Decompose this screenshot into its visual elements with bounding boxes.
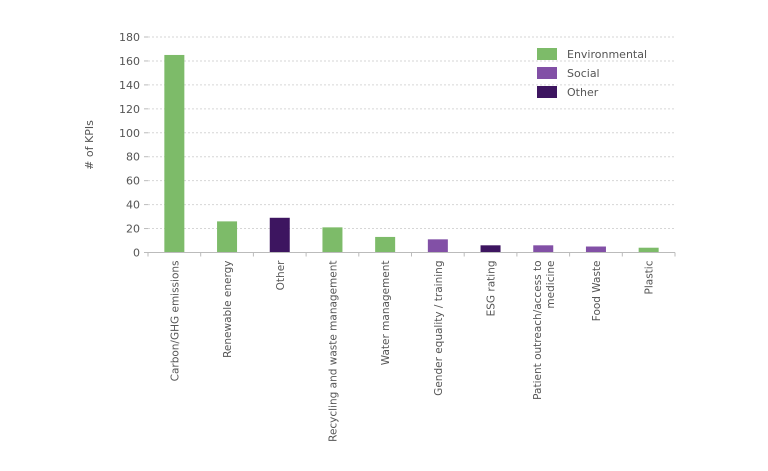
x-tick-label: Renewable energy — [222, 261, 234, 358]
y-tick-label: 60 — [126, 175, 140, 188]
x-tick-label: Patient outreach/access to — [532, 261, 544, 400]
legend-swatch-environmental — [537, 48, 557, 60]
y-tick-label: 0 — [133, 247, 140, 260]
x-tick-label: Other — [275, 260, 287, 290]
bar-recycling-and-waste-management — [322, 227, 343, 253]
legend-label-social: Social — [567, 67, 600, 80]
legend-swatch-social — [537, 67, 557, 79]
bar-food-waste — [585, 246, 606, 253]
y-tick-label: 140 — [119, 79, 140, 92]
x-tick-label: Carbon/GHG emissions — [169, 261, 181, 382]
bar-gender-equality-training — [427, 239, 448, 253]
y-tick-label: 40 — [126, 199, 140, 212]
bar-water-management — [375, 236, 396, 253]
y-tick-label: 120 — [119, 103, 140, 116]
y-axis-label: # of KPIs — [83, 120, 96, 170]
x-tick-label: Food Waste — [591, 261, 603, 322]
legend-label-other: Other — [567, 86, 599, 99]
bar-other — [269, 217, 290, 253]
y-tick-label: 160 — [119, 55, 140, 68]
y-tick-label: 180 — [119, 31, 140, 44]
x-tick-label: ESG rating — [486, 261, 498, 317]
bar-renewable-energy — [217, 221, 238, 253]
bar-carbon-ghg-emissions — [164, 54, 185, 253]
x-tick-label: Water management — [380, 261, 392, 366]
legend-label-environmental: Environmental — [567, 48, 647, 61]
x-tick-label: medicine — [545, 261, 557, 309]
legend-swatch-other — [537, 86, 557, 98]
bar-patient-outreach-access-to-medicine — [533, 245, 554, 253]
y-tick-label: 20 — [126, 223, 140, 236]
bar-plastic — [638, 247, 659, 253]
bar-esg-rating — [480, 245, 501, 253]
y-tick-label: 80 — [126, 151, 140, 164]
x-tick-label: Recycling and waste management — [327, 261, 339, 442]
y-tick-label: 100 — [119, 127, 140, 140]
x-tick-label: Plastic — [644, 260, 656, 294]
x-tick-label: Gender equality / training — [433, 261, 445, 396]
